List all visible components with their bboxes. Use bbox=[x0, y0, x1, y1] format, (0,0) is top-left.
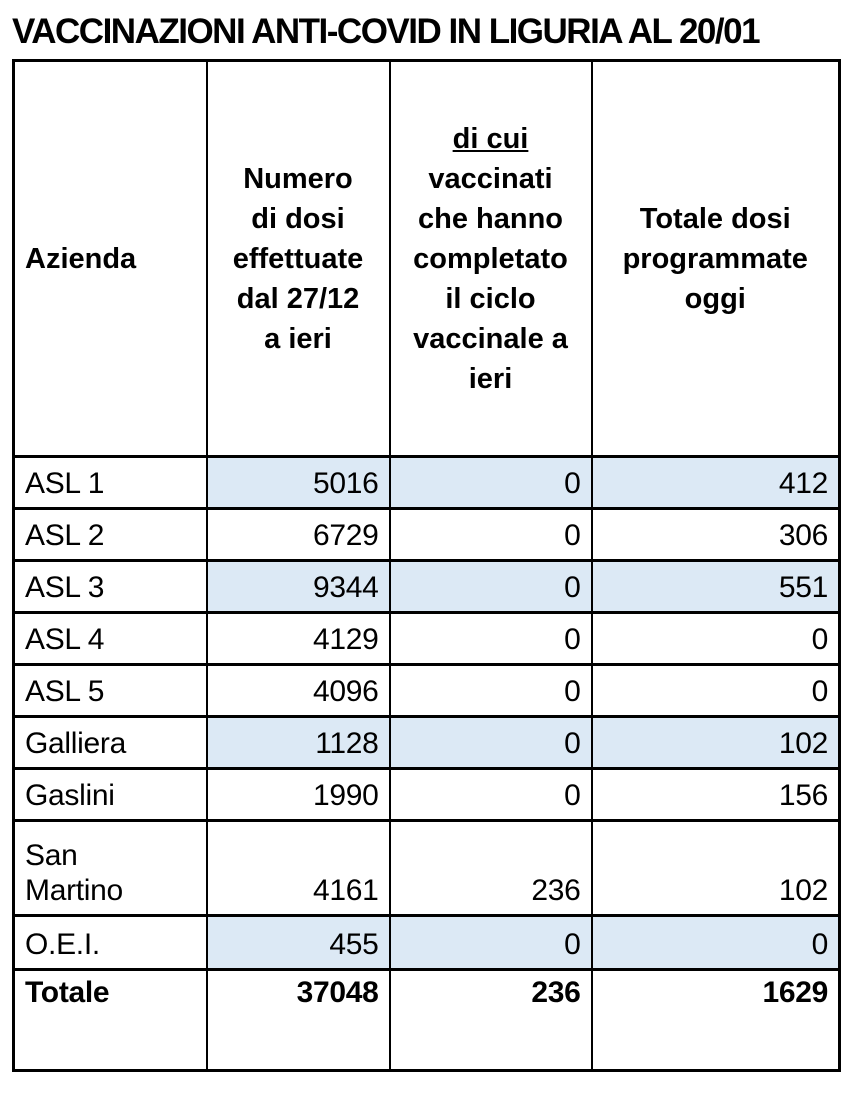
dosi-cell: 4096 bbox=[205, 663, 391, 719]
programmate-cell: 102 bbox=[590, 715, 841, 771]
table-row-asl2: ASL 2 6729 0 306 bbox=[12, 507, 841, 563]
dosi-cell: 9344 bbox=[205, 559, 391, 615]
table-row-totale: Totale 37048 236 1629 bbox=[12, 968, 841, 1073]
programmate-cell: 0 bbox=[590, 611, 841, 667]
column-header-ciclo: di cui vaccinati che hanno completato il … bbox=[388, 59, 593, 459]
vaccination-table: Azienda Numero di dosi effettuate dal 27… bbox=[12, 59, 841, 1073]
totale-programmate-cell: 1629 bbox=[590, 968, 841, 1073]
ciclo-cell: 0 bbox=[388, 914, 593, 972]
ciclo-cell: 0 bbox=[388, 611, 593, 667]
table-row-oei: O.E.I. 455 0 0 bbox=[12, 914, 841, 972]
programmate-cell: 0 bbox=[590, 663, 841, 719]
azienda-cell: ASL 5 bbox=[12, 663, 208, 719]
column-header-programmate: Totale dosi programmate oggi bbox=[590, 59, 841, 459]
totale-label-cell: Totale bbox=[12, 968, 208, 1073]
programmate-cell: 102 bbox=[590, 819, 841, 918]
dosi-cell: 1990 bbox=[205, 767, 391, 823]
programmate-cell: 551 bbox=[590, 559, 841, 615]
programmate-cell: 412 bbox=[590, 455, 841, 511]
dosi-cell: 4129 bbox=[205, 611, 391, 667]
dosi-cell: 6729 bbox=[205, 507, 391, 563]
ciclo-header-text: vaccinati che hanno completato il ciclo … bbox=[413, 162, 568, 395]
azienda-cell: ASL 1 bbox=[12, 455, 208, 511]
di-cui-underlined-label: di cui bbox=[452, 122, 529, 155]
ciclo-cell: 0 bbox=[388, 715, 593, 771]
programmate-cell: 306 bbox=[590, 507, 841, 563]
page-title: VACCINAZIONI ANTI-COVID IN LIGURIA AL 20… bbox=[12, 12, 761, 51]
header-row: Azienda Numero di dosi effettuate dal 27… bbox=[12, 59, 841, 459]
totale-ciclo-cell: 236 bbox=[388, 968, 593, 1073]
ciclo-cell: 0 bbox=[388, 663, 593, 719]
dosi-cell: 1128 bbox=[205, 715, 391, 771]
azienda-cell: O.E.I. bbox=[12, 914, 208, 972]
table-row-gaslini: Gaslini 1990 0 156 bbox=[12, 767, 841, 823]
azienda-cell: Gaslini bbox=[12, 767, 208, 823]
dosi-cell: 5016 bbox=[205, 455, 391, 511]
column-header-azienda: Azienda bbox=[12, 59, 208, 459]
dosi-cell: 4161 bbox=[205, 819, 391, 918]
totale-dosi-cell: 37048 bbox=[205, 968, 391, 1073]
table-row-asl5: ASL 5 4096 0 0 bbox=[12, 663, 841, 719]
table-row-asl3: ASL 3 9344 0 551 bbox=[12, 559, 841, 615]
dosi-cell: 455 bbox=[205, 914, 391, 972]
table-row-san-martino: San Martino 4161 236 102 bbox=[12, 819, 841, 918]
ciclo-cell: 0 bbox=[388, 507, 593, 563]
azienda-cell: ASL 2 bbox=[12, 507, 208, 563]
ciclo-cell: 236 bbox=[388, 819, 593, 918]
table-row-galliera: Galliera 1128 0 102 bbox=[12, 715, 841, 771]
ciclo-cell: 0 bbox=[388, 455, 593, 511]
table-row-asl4: ASL 4 4129 0 0 bbox=[12, 611, 841, 667]
ciclo-cell: 0 bbox=[388, 767, 593, 823]
ciclo-cell: 0 bbox=[388, 559, 593, 615]
programmate-cell: 0 bbox=[590, 914, 841, 972]
azienda-cell: ASL 4 bbox=[12, 611, 208, 667]
azienda-cell: San Martino bbox=[12, 819, 208, 918]
column-header-dosi: Numero di dosi effettuate dal 27/12 a ie… bbox=[205, 59, 391, 459]
programmate-cell: 156 bbox=[590, 767, 841, 823]
table-row-asl1: ASL 1 5016 0 412 bbox=[12, 455, 841, 511]
azienda-cell: ASL 3 bbox=[12, 559, 208, 615]
azienda-cell: Galliera bbox=[12, 715, 208, 771]
